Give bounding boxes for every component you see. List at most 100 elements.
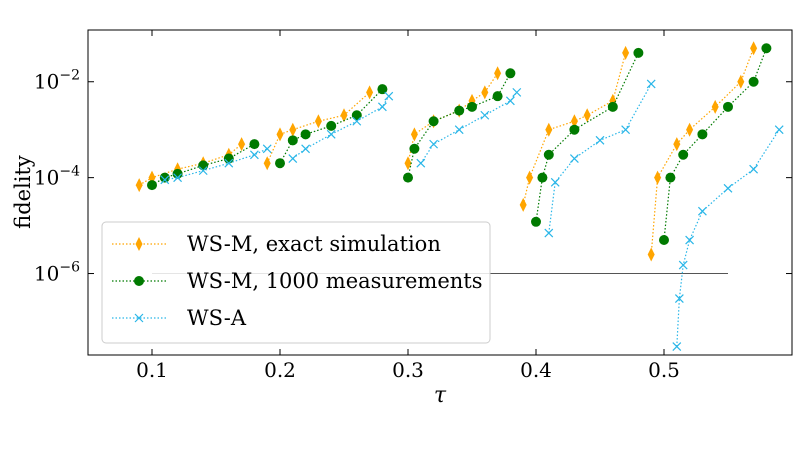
- marker: [583, 108, 591, 123]
- marker: [673, 137, 681, 152]
- marker: [135, 178, 143, 193]
- marker: [223, 153, 234, 164]
- marker: [275, 158, 285, 169]
- marker: [697, 129, 708, 140]
- marker: [505, 96, 515, 106]
- marker: [674, 294, 684, 304]
- marker: [748, 76, 759, 87]
- marker: [428, 116, 439, 127]
- marker: [262, 144, 272, 154]
- marker: [531, 216, 541, 227]
- y-tick-exponent: −4: [59, 164, 80, 180]
- marker: [403, 172, 413, 183]
- marker: [750, 41, 758, 56]
- marker: [761, 43, 772, 54]
- marker: [409, 143, 420, 154]
- marker: [340, 108, 348, 123]
- series-line: [151, 48, 767, 241]
- marker: [697, 206, 707, 216]
- y-tick-label: 10−2: [34, 68, 80, 94]
- marker: [569, 124, 580, 135]
- x-tick-label: 0.2: [264, 358, 296, 382]
- marker: [160, 175, 170, 185]
- marker: [543, 149, 554, 160]
- marker: [505, 68, 516, 79]
- marker: [723, 183, 733, 193]
- marker: [537, 172, 548, 183]
- marker: [198, 166, 208, 176]
- marker: [467, 101, 477, 112]
- marker: [512, 87, 522, 97]
- marker: [492, 91, 503, 102]
- marker: [621, 125, 631, 135]
- legend-marker: [134, 313, 144, 323]
- marker: [454, 105, 465, 116]
- marker: [646, 79, 656, 89]
- marker: [595, 135, 605, 145]
- marker: [749, 164, 759, 174]
- y-tick-exponent: −6: [59, 260, 80, 276]
- marker: [737, 74, 745, 89]
- legend-box: [101, 221, 491, 344]
- marker: [550, 177, 560, 187]
- plot-area: [135, 41, 784, 351]
- y-tick-exponent: −2: [59, 68, 80, 84]
- x-tick-label: 0.5: [648, 358, 680, 382]
- marker: [289, 122, 297, 137]
- marker: [774, 125, 784, 135]
- marker: [287, 135, 298, 146]
- marker: [352, 116, 362, 126]
- marker: [647, 247, 655, 262]
- marker: [480, 110, 490, 120]
- series-line: [164, 83, 780, 347]
- y-axis-label: fidelity: [11, 155, 35, 229]
- marker: [622, 45, 630, 60]
- marker: [366, 85, 374, 100]
- marker: [723, 101, 733, 112]
- marker: [711, 99, 719, 114]
- marker: [678, 260, 688, 270]
- marker: [276, 127, 284, 142]
- legend-marker: [134, 276, 144, 286]
- y-tick-base: 10: [34, 70, 59, 94]
- marker: [377, 84, 388, 95]
- marker: [377, 102, 387, 112]
- marker: [678, 149, 689, 160]
- marker: [300, 129, 311, 140]
- marker: [569, 154, 579, 163]
- marker: [607, 101, 618, 112]
- legend-marker: [135, 237, 143, 251]
- marker: [545, 122, 553, 137]
- marker: [410, 127, 418, 142]
- marker: [570, 114, 578, 129]
- y-tick-label: 10−4: [34, 164, 80, 190]
- marker: [288, 154, 298, 163]
- marker: [454, 125, 464, 135]
- marker: [314, 114, 322, 129]
- legend-label: WS-M, exact simulation: [187, 232, 441, 256]
- legend-label: WS-A: [187, 306, 247, 330]
- marker: [147, 180, 157, 191]
- marker: [326, 120, 337, 131]
- marker: [249, 139, 260, 150]
- marker: [654, 170, 662, 185]
- marker: [519, 197, 527, 212]
- marker: [633, 47, 644, 58]
- marker: [526, 170, 534, 185]
- marker: [263, 156, 271, 171]
- marker: [172, 168, 183, 179]
- x-tick-label: 0.3: [392, 358, 424, 382]
- marker: [249, 150, 259, 160]
- marker: [672, 342, 682, 351]
- marker: [326, 129, 336, 139]
- marker: [301, 144, 311, 154]
- marker: [665, 172, 676, 183]
- marker: [416, 158, 426, 168]
- x-axis-label: τ: [434, 383, 447, 408]
- marker: [159, 172, 170, 183]
- marker: [494, 66, 502, 81]
- marker: [238, 137, 246, 152]
- marker: [659, 235, 669, 246]
- marker: [224, 158, 234, 168]
